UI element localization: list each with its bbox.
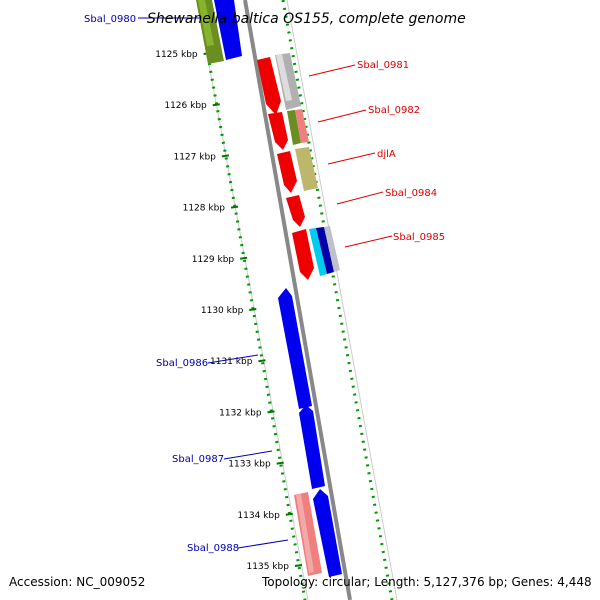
tick-label: 1133 kbp [228, 460, 271, 470]
tick-label: 1135 kbp [247, 562, 290, 572]
label-sbal-0986[interactable]: Sbal_0986 [156, 358, 208, 369]
tick-mark [249, 308, 257, 311]
track-dots-right [281, 0, 394, 600]
gene-blue-bottom-shape[interactable] [313, 489, 342, 577]
label-sbal-0988[interactable]: Sbal_0988 [187, 543, 239, 554]
gene-grey-0985-shape[interactable] [324, 226, 340, 272]
tick-label: 1134 kbp [237, 511, 280, 521]
topology-text: Topology: circular; Length: 5,127,376 bp… [262, 575, 592, 589]
gene-djla-shape[interactable] [277, 151, 297, 193]
leader-sbal-0986 [207, 354, 259, 364]
label-djla[interactable]: djlA [377, 149, 396, 160]
gene-sbal-0981-shape[interactable] [257, 57, 281, 115]
tick-mark [221, 154, 230, 158]
gene-green-top-highlight [198, 0, 214, 46]
tick-mark [285, 512, 293, 516]
tick-label: 1130 kbp [201, 306, 244, 316]
gene-sbal-0988-highlight [296, 494, 314, 573]
tick-mark [276, 461, 284, 465]
gene-grey-0981-highlight [276, 54, 292, 101]
gene-navy-0985-shape[interactable] [316, 227, 334, 274]
accession-text: Accession: NC_009052 [9, 575, 146, 589]
tick-mark [258, 359, 266, 363]
leader-djla [327, 152, 376, 165]
gene-sbal-0980-shape[interactable] [214, 0, 242, 60]
tick-label: 1127 kbp [173, 152, 216, 162]
gene-cyan-0985-shape[interactable] [309, 228, 327, 276]
tick-label: 1129 kbp [192, 255, 235, 265]
gene-khaki-djla-shape[interactable] [295, 147, 318, 191]
label-sbal-0985[interactable]: Sbal_0985 [393, 232, 445, 243]
label-sbal-0981[interactable]: Sbal_0981 [357, 60, 409, 71]
gene-sbal-0987-shape[interactable] [299, 405, 325, 489]
leader-sbal-0982 [317, 109, 367, 123]
frame-right-line [286, 0, 398, 600]
tick-mark [294, 564, 303, 567]
gene-pink-0982-shape[interactable] [295, 109, 309, 143]
gene-sbal-0985-shape[interactable] [292, 229, 314, 280]
gene-sbal-0982-shape[interactable] [268, 112, 288, 150]
leader-sbal-0984 [336, 191, 384, 205]
gene-green-0982-shape[interactable] [287, 110, 301, 145]
tick-mark [212, 103, 220, 107]
gene-sbal-0984-shape[interactable] [286, 195, 305, 227]
track-dots-left [196, 0, 307, 600]
backbone-line [243, 0, 352, 600]
label-sbal-0984[interactable]: Sbal_0984 [385, 188, 437, 199]
tick-mark [230, 205, 239, 209]
leader-sbal-0987 [223, 450, 273, 460]
tick-mark [240, 256, 248, 260]
leader-sbal-0985 [344, 235, 393, 248]
label-sbal-0982[interactable]: Sbal_0982 [368, 105, 420, 116]
leader-sbal-0981 [308, 64, 356, 77]
tick-mark [267, 410, 275, 414]
tick-group: 1125 kbp 1126 kbp 1127 kbp 1128 kbp 1129 kbp… [155, 50, 303, 572]
label-sbal-0980[interactable]: Sbal_0980 [84, 14, 136, 25]
tick-label: 1126 kbp [164, 101, 207, 111]
tick-label: 1131 kbp [210, 357, 253, 367]
label-sbal-0987[interactable]: Sbal_0987 [172, 454, 224, 465]
tick-label: 1125 kbp [155, 50, 198, 60]
map-title: Shewanella baltica OS155, complete genom… [147, 11, 466, 27]
tick-label: 1128 kbp [183, 204, 226, 214]
gene-sbal-0986-shape[interactable] [278, 288, 312, 409]
leader-sbal-0988 [237, 539, 289, 549]
tick-label: 1132 kbp [219, 408, 262, 418]
